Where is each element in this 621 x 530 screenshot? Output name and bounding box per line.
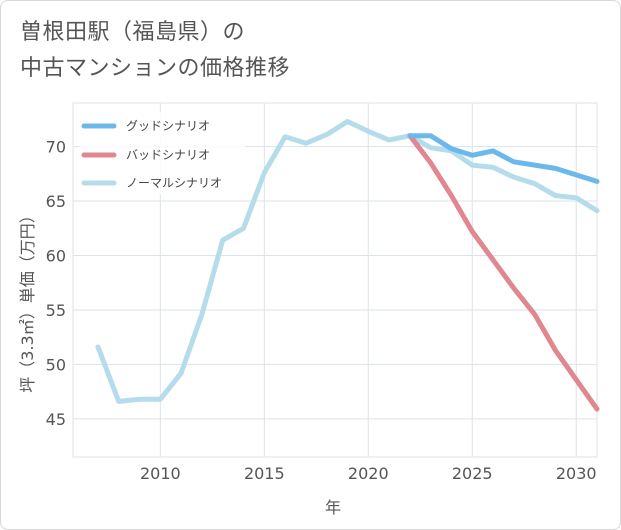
y-tick-label: 60 bbox=[46, 246, 66, 265]
x-tick-labels: 2010 2015 2020 2025 2030 bbox=[140, 464, 597, 483]
page-title: 曽根田駅（福島県）の 中古マンションの価格推移 bbox=[20, 15, 290, 87]
title-line-1: 曽根田駅（福島県）の bbox=[20, 20, 246, 45]
y-axis-title: 坪（3.3㎡）単価（万円） bbox=[18, 207, 37, 392]
y-tick-label: 65 bbox=[46, 192, 66, 211]
series-line-bad bbox=[407, 133, 600, 412]
y-tick-label: 50 bbox=[46, 355, 66, 374]
x-tick-label: 2010 bbox=[140, 464, 181, 483]
x-tick-label: 2015 bbox=[244, 464, 285, 483]
y-tick-labels: 45 50 55 60 65 70 bbox=[46, 138, 66, 429]
y-tick-label: 70 bbox=[46, 138, 66, 157]
y-tick-label: 45 bbox=[46, 410, 66, 429]
series-lines bbox=[95, 119, 600, 412]
x-axis-title: 年 bbox=[325, 498, 341, 517]
legend-label-good: グッドシナリオ bbox=[126, 119, 210, 133]
series-line-normal bbox=[95, 119, 600, 404]
legend-label-bad: バッドシナリオ bbox=[126, 148, 210, 162]
legend: グッドシナリオ バッドシナリオ ノーマルシナリオ bbox=[80, 112, 245, 194]
x-tick-label: 2025 bbox=[452, 464, 493, 483]
y-tick-label: 55 bbox=[46, 301, 66, 320]
title-line-2: 中古マンションの価格推移 bbox=[20, 56, 291, 81]
x-tick-label: 2030 bbox=[556, 464, 597, 483]
x-tick-label: 2020 bbox=[348, 464, 389, 483]
series-line-good bbox=[407, 133, 600, 184]
legend-label-normal: ノーマルシナリオ bbox=[126, 176, 222, 190]
